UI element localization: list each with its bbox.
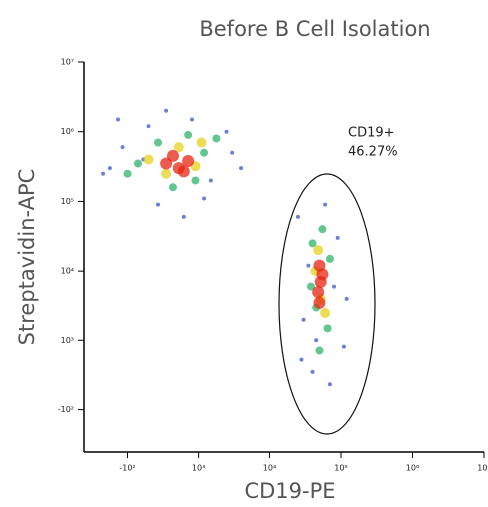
point: [164, 108, 169, 113]
point: [335, 235, 340, 240]
point: [196, 137, 207, 148]
point: [308, 239, 317, 248]
point: [202, 196, 207, 201]
point: [120, 145, 125, 150]
point: [123, 169, 132, 178]
point: [134, 159, 143, 168]
y-tick-label: 10⁴: [61, 267, 74, 276]
y-tick-label: 10⁷: [61, 58, 74, 67]
point: [146, 124, 151, 129]
point: [101, 171, 106, 176]
gate-percent: 46.27%: [348, 145, 398, 160]
point: [208, 178, 213, 183]
point: [239, 166, 244, 171]
point: [107, 166, 112, 171]
point: [230, 150, 235, 155]
point: [190, 117, 195, 122]
point: [314, 338, 319, 343]
point: [306, 282, 315, 291]
point: [299, 357, 304, 362]
y-axis-label: Streptavidin-APC: [15, 169, 39, 346]
point: [332, 284, 337, 289]
point: [212, 134, 221, 143]
point: [184, 130, 193, 139]
point: [316, 268, 329, 281]
point: [312, 286, 325, 299]
point: [156, 202, 161, 207]
point: [160, 157, 173, 170]
y-tick-label: -10²: [58, 405, 74, 414]
point: [323, 202, 328, 207]
gate-label: CD19+: [348, 126, 395, 141]
point: [116, 117, 121, 122]
point: [310, 369, 315, 374]
point: [323, 324, 332, 333]
point: [301, 317, 306, 322]
x-tick-label: 10⁷: [477, 464, 488, 473]
points: [101, 108, 349, 387]
y-tick-label: 10⁵: [61, 197, 74, 206]
x-tick-label: 10³: [192, 464, 205, 473]
gate: [278, 173, 376, 435]
point: [154, 138, 163, 147]
point: [313, 296, 326, 309]
point: [191, 176, 200, 185]
point: [315, 346, 324, 355]
point: [161, 168, 172, 179]
x-tick-label: 10⁴: [263, 464, 276, 473]
x-tick-label: 10⁶: [406, 464, 419, 473]
point: [200, 148, 209, 157]
point: [173, 142, 184, 153]
chart-title: Before B Cell Isolation: [199, 17, 430, 41]
y-tick-label: 10³: [61, 336, 74, 345]
point: [295, 214, 300, 219]
point: [325, 254, 334, 263]
point: [313, 245, 324, 256]
point: [327, 382, 332, 387]
point: [320, 308, 331, 319]
point: [168, 183, 177, 192]
x-axis-label: CD19-PE: [244, 479, 335, 503]
point: [341, 344, 346, 349]
point: [177, 165, 190, 178]
point: [344, 296, 349, 301]
point: [166, 149, 179, 162]
point: [143, 154, 154, 165]
point: [318, 225, 327, 234]
x-tick-label: -10²: [119, 464, 135, 473]
point: [224, 129, 229, 134]
point: [181, 214, 186, 219]
point: [306, 263, 311, 268]
y-tick-label: 10⁶: [61, 127, 74, 136]
point: [182, 155, 195, 168]
x-tick-label: 10⁵: [334, 464, 347, 473]
